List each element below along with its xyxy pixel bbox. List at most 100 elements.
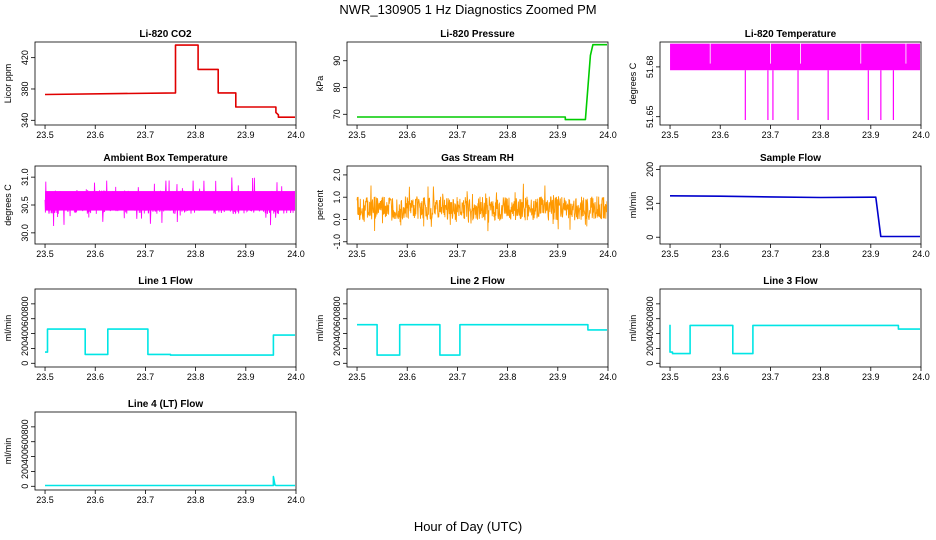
x-tick-label: 24.0	[912, 249, 930, 259]
y-axis-label: degrees C	[628, 62, 638, 104]
x-tick-label: 23.5	[661, 130, 679, 140]
y-tick-label: 30.0	[20, 224, 30, 242]
y-axis-label: kPa	[315, 76, 325, 92]
x-tick-label: 23.8	[187, 372, 205, 382]
y-tick-label: 420	[20, 50, 30, 65]
y-axis-label: degrees C	[3, 184, 13, 226]
y-tick-label: 0	[20, 484, 30, 489]
y-tick-label: 200	[20, 341, 30, 356]
y-tick-label: 200	[645, 341, 655, 356]
panel-2: Li-820 Pressure 23.5 23.6 23.7 23.8 23.9 24.0 7…	[315, 29, 617, 140]
y-axis-label: Licor ppm	[3, 64, 13, 104]
y-tick-label: 200	[20, 464, 30, 479]
y-tick-label: 0.0	[332, 213, 342, 226]
x-tick-label: 23.6	[398, 372, 416, 382]
x-tick-label: 23.6	[86, 372, 104, 382]
x-tick-label: 24.0	[287, 249, 305, 259]
y-tick-label: 30.5	[20, 196, 30, 214]
x-tick-label: 23.8	[187, 130, 205, 140]
data-layer	[45, 328, 295, 356]
series-line	[356, 183, 607, 232]
y-tick-label: 200	[645, 162, 655, 177]
plot-frame	[659, 288, 922, 368]
x-tick-label: 23.7	[762, 130, 780, 140]
x-tick-label: 23.5	[36, 495, 54, 505]
x-tick-label: 24.0	[599, 372, 617, 382]
y-tick-label: 100	[645, 196, 655, 211]
x-tick-label: 23.9	[549, 372, 567, 382]
series-line	[357, 43, 607, 121]
y-tick-label: 0	[20, 361, 30, 366]
x-tick-label: 23.5	[36, 249, 54, 259]
panel-title: Line 4 (LT) Flow	[128, 399, 204, 410]
y-axis-label: percent	[315, 189, 325, 220]
x-tick-label: 24.0	[599, 130, 617, 140]
y-axis-label: ml/min	[3, 438, 13, 465]
x-tick-label: 24.0	[287, 495, 305, 505]
signal-band	[670, 43, 920, 71]
y-tick-label: 2.0	[332, 169, 342, 182]
x-tick-label: 23.7	[137, 249, 155, 259]
y-tick-label: 80	[332, 83, 342, 93]
x-tick-label: 23.9	[549, 249, 567, 259]
plot-frame	[346, 288, 609, 368]
y-tick-label: 800	[332, 296, 342, 311]
panel-7: Line 1 Flow 23.5 23.6 23.7 23.8 23.9 24.0 0 2004…	[3, 276, 305, 382]
plot-frame	[346, 41, 609, 126]
y-tick-label: 0	[645, 235, 655, 240]
y-axis-label: ml/min	[315, 315, 325, 342]
y-tick-label: 400	[20, 449, 30, 464]
y-tick-label: 600	[645, 311, 655, 326]
plot-frame	[34, 41, 297, 126]
panel-1: Li-820 CO2 23.5 23.6 23.7 23.8 23.9 24.0 340 380…	[3, 29, 305, 140]
data-layer	[670, 43, 920, 121]
x-tick-label: 23.7	[449, 249, 467, 259]
x-tick-label: 23.7	[137, 130, 155, 140]
x-tick-label: 23.5	[661, 372, 679, 382]
x-tick-label: 23.8	[499, 372, 517, 382]
data-layer	[669, 324, 920, 355]
x-tick-label: 23.5	[36, 130, 54, 140]
x-tick-label: 24.0	[287, 130, 305, 140]
x-tick-label: 23.9	[549, 130, 567, 140]
y-tick-label: 90	[332, 56, 342, 66]
x-tick-label: 23.8	[812, 249, 830, 259]
series-line	[669, 324, 920, 355]
x-tick-label: 23.6	[711, 372, 729, 382]
y-tick-label: 0	[645, 361, 655, 366]
x-tick-label: 24.0	[912, 130, 930, 140]
x-tick-label: 24.0	[912, 372, 930, 382]
x-tick-label: 23.5	[348, 249, 366, 259]
series-line	[45, 475, 295, 487]
y-tick-label: 600	[332, 311, 342, 326]
data-layer	[357, 43, 607, 121]
x-tick-label: 23.7	[762, 372, 780, 382]
x-tick-label: 23.6	[711, 130, 729, 140]
series-line	[45, 328, 295, 356]
x-tick-label: 23.8	[187, 495, 205, 505]
y-tick-label: 800	[645, 296, 655, 311]
panel-title: Li-820 Pressure	[440, 29, 515, 40]
y-axis-label: ml/min	[628, 315, 638, 342]
panel-grid: Li-820 CO2 23.5 23.6 23.7 23.8 23.9 24.0 340 380…	[3, 29, 930, 505]
panel-title: Ambient Box Temperature	[103, 153, 228, 164]
y-tick-label: 340	[20, 113, 30, 128]
x-tick-label: 23.8	[812, 130, 830, 140]
series-line	[44, 44, 295, 118]
y-tick-label: 200	[332, 341, 342, 356]
x-tick-label: 23.8	[499, 130, 517, 140]
plot-frame	[659, 165, 922, 245]
x-tick-label: 23.6	[398, 130, 416, 140]
y-tick-label: 1.0	[332, 191, 342, 204]
y-tick-label: 51.65	[645, 105, 655, 128]
panel-8: Line 2 Flow 23.5 23.6 23.7 23.8 23.9 24.0 0 2004…	[315, 276, 617, 382]
y-tick-label: 800	[20, 419, 30, 434]
y-tick-label: 51.68	[645, 56, 655, 79]
y-tick-label: 600	[20, 311, 30, 326]
y-tick-label: -1.0	[332, 234, 342, 250]
panel-title: Gas Stream RH	[441, 153, 514, 164]
series-line	[669, 195, 920, 238]
x-tick-label: 23.7	[137, 495, 155, 505]
data-layer	[669, 195, 920, 238]
